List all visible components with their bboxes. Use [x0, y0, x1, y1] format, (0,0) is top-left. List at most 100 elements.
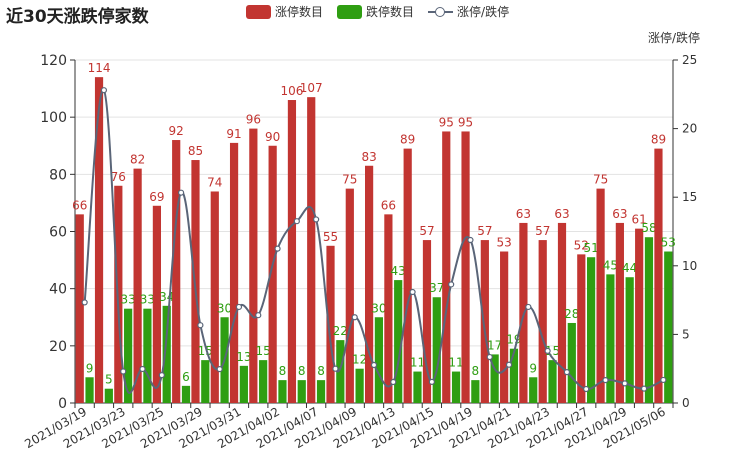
bar-limit-up-20 — [461, 131, 470, 404]
point-ratio-2 — [120, 368, 127, 375]
bar-limit-down-18 — [432, 297, 441, 403]
label-limit-down-27: 45 — [603, 258, 618, 272]
y-right-tick-label-1: 5 — [682, 327, 690, 341]
bar-limit-down-4 — [162, 305, 171, 403]
point-ratio-20 — [467, 236, 474, 244]
legend: 涨停数目 跌停数目 涨停/跌停 — [246, 3, 509, 20]
bar-limit-up-4 — [152, 205, 162, 403]
bar-limit-up-10 — [268, 145, 277, 403]
bar-limit-down-20 — [471, 380, 480, 403]
bar-limit-down-12 — [316, 380, 326, 403]
bar-limit-up-0 — [75, 214, 84, 403]
point-ratio-3 — [139, 365, 146, 373]
y-left-tick-label-6: 120 — [40, 53, 67, 69]
bar-limit-down-8 — [239, 365, 248, 403]
bar-limit-down-27 — [606, 274, 615, 403]
legend-item-ratio[interactable]: 涨停/跌停 — [428, 3, 509, 20]
legend-line-ratio-icon — [428, 5, 454, 19]
point-ratio-8 — [235, 303, 243, 311]
bar-limit-down-2 — [124, 308, 133, 403]
bar-limit-up-12 — [307, 97, 316, 404]
y-right-tick-label-0: 0 — [682, 396, 690, 410]
bar-limit-down-1 — [104, 388, 113, 403]
label-limit-up-21: 57 — [477, 224, 492, 238]
bar-limit-up-9 — [249, 128, 258, 403]
bar-limit-up-30 — [654, 148, 663, 403]
label-limit-down-8: 13 — [236, 350, 251, 364]
point-ratio-4 — [158, 372, 165, 379]
bar-limit-up-3 — [133, 168, 142, 403]
y-left-tick-label-2: 40 — [49, 282, 67, 298]
point-ratio-18 — [428, 378, 435, 385]
point-ratio-27 — [602, 376, 609, 384]
label-limit-up-19: 95 — [439, 115, 454, 129]
label-limit-down-11: 8 — [298, 364, 306, 378]
bar-limit-down-6 — [201, 360, 210, 403]
bar-limit-up-25 — [557, 222, 567, 403]
bar-limit-down-11 — [297, 380, 306, 403]
bar-limit-down-19 — [451, 371, 461, 403]
bar-limit-up-17 — [403, 148, 412, 403]
legend-swatch-limit-up — [246, 4, 271, 19]
bar-limit-up-21 — [480, 240, 489, 403]
label-limit-down-5: 6 — [182, 370, 190, 384]
bar-limit-up-18 — [422, 240, 432, 403]
label-limit-down-16: 43 — [391, 264, 406, 278]
y-right-tick-label-3: 15 — [682, 190, 697, 204]
bar-limit-up-24 — [538, 240, 547, 403]
point-ratio-17 — [409, 288, 416, 296]
label-limit-up-17: 89 — [400, 133, 415, 147]
label-limit-up-24: 57 — [535, 224, 550, 238]
label-limit-up-2: 76 — [111, 170, 126, 184]
y-left-tick-label-3: 60 — [49, 225, 67, 241]
label-limit-up-30: 89 — [651, 133, 666, 147]
point-ratio-22 — [505, 361, 513, 368]
label-limit-down-7: 30 — [217, 301, 232, 315]
label-limit-down-25: 28 — [564, 307, 579, 321]
bar-limit-up-26 — [577, 254, 586, 403]
y-right-tick-label-5: 25 — [682, 53, 697, 67]
bar-limit-down-16 — [394, 280, 403, 403]
bar-limit-up-1 — [94, 77, 104, 404]
legend-swatch-limit-down — [337, 4, 363, 19]
bar-limit-down-25 — [567, 322, 576, 403]
point-ratio-26 — [583, 385, 590, 393]
bar-limit-down-15 — [374, 317, 383, 403]
label-limit-up-12: 107 — [300, 81, 323, 95]
y-left-tick-label-0: 0 — [58, 396, 67, 412]
label-limit-up-8: 91 — [226, 127, 241, 141]
bar-limit-up-27 — [596, 188, 605, 403]
bar-limit-down-3 — [143, 308, 152, 403]
label-limit-up-7: 74 — [207, 175, 222, 189]
point-ratio-15 — [370, 361, 378, 369]
point-ratio-24 — [544, 347, 551, 354]
point-ratio-13 — [332, 365, 339, 372]
point-ratio-7 — [216, 366, 223, 373]
bar-limit-down-28 — [625, 277, 634, 403]
legend-item-limit-up[interactable]: 涨停数目 — [246, 3, 323, 20]
label-limit-down-10: 8 — [279, 364, 287, 378]
bar-limit-down-13 — [336, 340, 345, 403]
bar-limit-up-29 — [635, 228, 644, 403]
label-limit-up-11: 106 — [280, 84, 303, 98]
label-limit-down-28: 44 — [622, 261, 637, 275]
label-limit-up-1: 114 — [88, 61, 111, 75]
y-left-tick-label-5: 100 — [40, 110, 67, 126]
label-limit-up-26: 52 — [574, 238, 589, 252]
point-ratio-29 — [640, 385, 648, 392]
bar-limit-down-21 — [490, 354, 499, 403]
label-limit-down-13: 22 — [333, 324, 348, 338]
label-limit-down-2: 33 — [120, 293, 135, 307]
bar-limit-down-9 — [259, 360, 268, 403]
point-ratio-11 — [293, 218, 300, 225]
legend-item-limit-down[interactable]: 跌停数目 — [337, 3, 414, 20]
point-ratio-0 — [81, 299, 88, 306]
label-limit-up-14: 75 — [342, 173, 357, 187]
label-limit-up-20: 95 — [458, 115, 473, 129]
label-limit-down-6: 15 — [198, 344, 213, 358]
label-limit-up-4: 69 — [149, 190, 164, 204]
point-ratio-25 — [563, 369, 571, 376]
point-ratio-10 — [274, 245, 281, 252]
bar-limit-down-14 — [355, 368, 364, 403]
